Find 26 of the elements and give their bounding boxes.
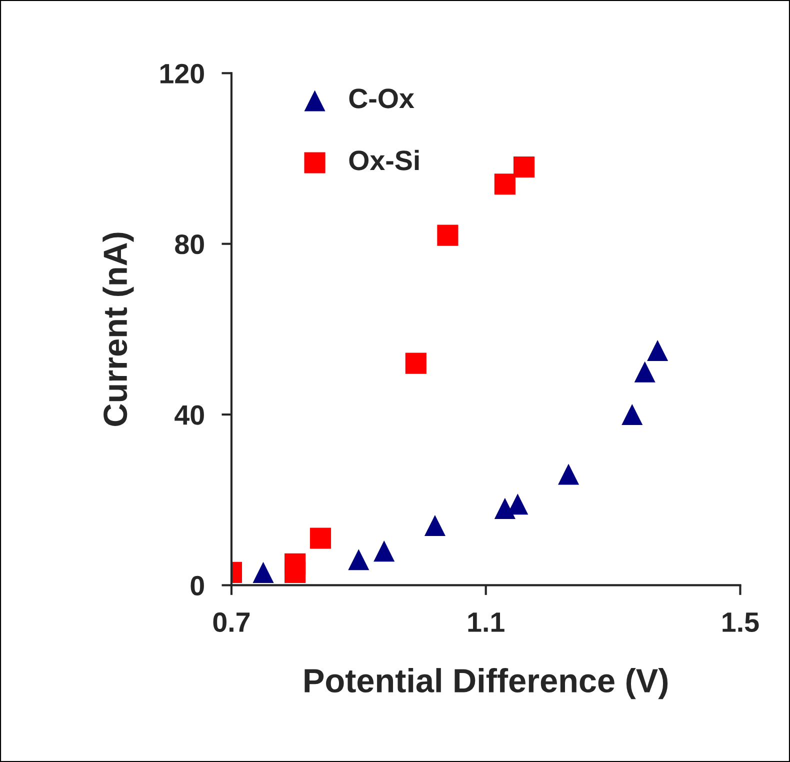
point	[513, 156, 535, 178]
y-tick-label: 0	[190, 576, 204, 596]
point	[405, 352, 426, 374]
x-axis-title: Potential Difference (V)	[304, 668, 668, 700]
point	[494, 174, 516, 195]
x-tick-label: 0.7	[213, 612, 250, 632]
legend-label: Ox-Si	[349, 150, 419, 170]
point	[437, 224, 458, 246]
y-axis-title: Current (nA)	[102, 232, 134, 426]
y-tick-label: 120	[160, 64, 204, 84]
point	[348, 549, 370, 570]
point	[494, 498, 516, 519]
point	[424, 514, 446, 536]
legend-label: C-Ox	[349, 88, 414, 108]
point	[558, 464, 580, 485]
point	[634, 361, 656, 382]
point	[647, 340, 668, 362]
point	[252, 562, 274, 583]
point	[374, 540, 395, 562]
point	[622, 404, 643, 426]
point	[284, 562, 306, 583]
point	[310, 528, 332, 549]
x-tick-label: 1.1	[468, 612, 504, 632]
y-tick-label: 40	[174, 405, 204, 425]
y-tick-label: 80	[175, 234, 204, 254]
x-tick-label: 1.5	[722, 612, 759, 632]
